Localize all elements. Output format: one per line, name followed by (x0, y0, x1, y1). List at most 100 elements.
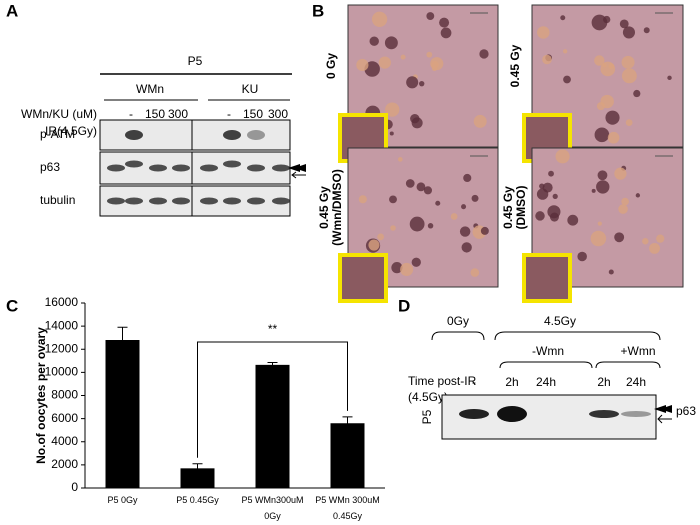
y-tick-label: 6000 (51, 411, 78, 425)
label: KU (242, 82, 259, 96)
panel-label: C (6, 296, 18, 315)
band (200, 164, 218, 172)
image-label: (DMSO) (514, 186, 528, 230)
arrow (291, 171, 306, 179)
label: - (129, 107, 133, 121)
cell (590, 230, 607, 247)
arrow (288, 164, 306, 172)
cell (385, 102, 400, 117)
error-bar (117, 326, 128, 354)
label: 2h (505, 375, 518, 389)
label: (4.5Gy) (408, 390, 448, 404)
band (200, 197, 218, 205)
cell (368, 239, 380, 251)
cell (409, 216, 425, 232)
inset (522, 253, 572, 303)
cell (591, 14, 608, 31)
cell (461, 242, 472, 253)
label: -Wmn (532, 344, 564, 358)
x-tick-label: P5 WMn300uM 0Gy (241, 495, 304, 521)
image-label: 0 Gy (324, 53, 338, 79)
x-tick-label: P5 0Gy (107, 495, 138, 505)
label: p-ATM (40, 127, 75, 141)
cell (643, 27, 650, 34)
error-bar (192, 463, 203, 474)
y-tick-label: 12000 (45, 341, 79, 355)
inset (338, 253, 388, 303)
cell (555, 149, 570, 164)
cell (461, 204, 467, 210)
significance: ** (268, 322, 278, 336)
cell (400, 262, 414, 276)
label: - (227, 107, 231, 121)
cell (369, 36, 379, 46)
cell (618, 204, 628, 214)
cell (656, 234, 665, 243)
bar (330, 423, 365, 488)
cell (608, 269, 614, 275)
band (107, 164, 125, 172)
cell (649, 242, 660, 254)
cell (600, 61, 616, 77)
arrow (657, 414, 672, 424)
cell (473, 114, 487, 128)
cell (405, 179, 415, 188)
panel-label: D (398, 296, 410, 315)
image-label: 0.45 Gy (317, 186, 331, 229)
cell (542, 54, 552, 65)
band (223, 197, 241, 205)
band (172, 197, 190, 205)
y-tick-label: 16000 (45, 295, 79, 309)
cell (567, 214, 579, 226)
cell (435, 200, 441, 206)
y-tick-label: 4000 (51, 434, 78, 448)
cell (552, 193, 558, 199)
cell (463, 173, 472, 183)
cell (426, 12, 435, 20)
cell (427, 223, 434, 229)
label: 0Gy (447, 314, 469, 328)
cell (535, 211, 545, 221)
cell (625, 119, 633, 126)
cell (480, 226, 489, 235)
band (459, 409, 489, 419)
band (272, 197, 290, 205)
cell (642, 238, 649, 245)
label: 300 (268, 107, 288, 121)
error-bar (342, 416, 353, 431)
label: WMn (136, 82, 164, 96)
cell (614, 167, 627, 180)
label: p63 (40, 160, 60, 174)
bracket (197, 341, 348, 458)
cell (450, 213, 458, 220)
cell (377, 233, 385, 241)
cell (600, 94, 614, 109)
brace (595, 361, 661, 369)
label: 2h (597, 375, 610, 389)
cell (440, 27, 452, 39)
cell (423, 186, 433, 195)
cell (378, 56, 391, 69)
band (223, 160, 241, 168)
band (172, 164, 190, 172)
cell (560, 15, 566, 21)
label: +Wmn (620, 344, 655, 358)
cell (439, 17, 450, 28)
band (125, 160, 143, 168)
cell (605, 110, 620, 125)
label: 24h (626, 375, 646, 389)
error-bar (267, 362, 278, 368)
cell (597, 221, 602, 226)
cell (548, 170, 554, 177)
band (149, 164, 167, 172)
cell (562, 49, 568, 54)
label: p63 (676, 404, 696, 418)
cell (596, 180, 610, 194)
cell (621, 197, 629, 206)
brace (431, 331, 485, 341)
cell (371, 11, 388, 27)
cell (621, 68, 637, 84)
cell (563, 75, 571, 84)
cell (597, 170, 608, 181)
